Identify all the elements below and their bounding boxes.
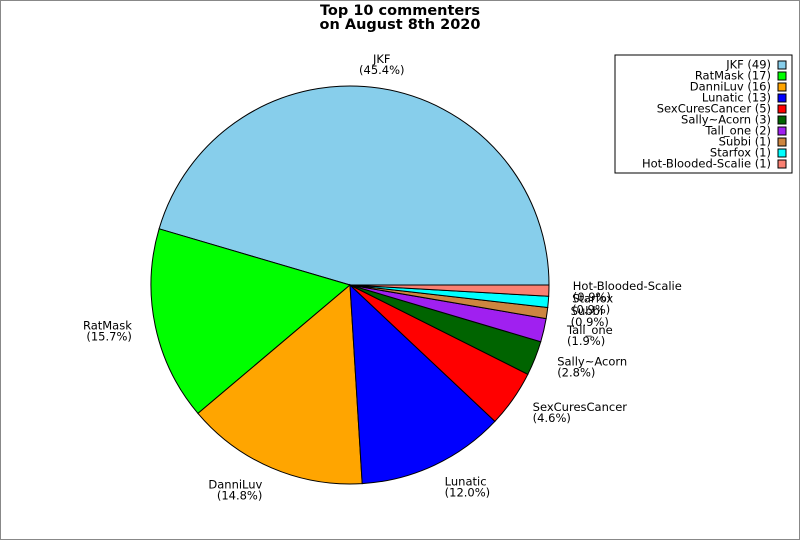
- slice-value-label: (0.9%): [573, 290, 611, 304]
- slice-value-label: (0.9%): [572, 302, 610, 316]
- legend-label: Lunatic (13): [702, 91, 771, 105]
- slice-label: RatMask: [83, 318, 132, 332]
- pie-slice: [150, 228, 352, 415]
- legend-swatch: [777, 115, 787, 125]
- legend-label: Tall_one (2): [704, 124, 771, 138]
- slice-value-label: (12.0%): [445, 485, 491, 499]
- slice-label: Lunatic: [445, 474, 487, 488]
- slice-value-label: (1.9%): [567, 334, 605, 348]
- slice-label: SexCuresCancer: [533, 400, 628, 414]
- slice-label: Hot-Blooded-Scalie: [573, 279, 682, 293]
- legend-swatch: [777, 137, 787, 147]
- legend-swatch: [777, 104, 787, 114]
- legend-swatch: [777, 159, 787, 169]
- legend-label: Hot-Blooded-Scalie (1): [642, 157, 771, 171]
- legend-label: Starfox (1): [710, 146, 771, 160]
- slice-value-label: (45.4%): [359, 63, 405, 77]
- legend-label: SexCuresCancer (5): [657, 102, 771, 116]
- legend-label: JKF (49): [725, 58, 771, 72]
- pie-slice: [197, 283, 363, 485]
- slice-value-label: (0.9%): [571, 315, 609, 329]
- slice-value-label: (14.8%): [217, 488, 263, 502]
- legend-label: Sally~Acorn (3): [681, 113, 771, 127]
- legend-swatch: [777, 126, 787, 136]
- legend-swatch: [777, 93, 787, 103]
- legend-swatch: [777, 148, 787, 158]
- pie-slice: [349, 283, 496, 485]
- slice-label: JKF: [372, 52, 391, 66]
- pie-slice: [349, 284, 550, 297]
- legend-label: Subbi (1): [719, 135, 771, 149]
- slice-label: Tall_one: [566, 323, 613, 337]
- legend-swatch: [777, 60, 787, 70]
- slice-label: Subbi: [571, 304, 603, 318]
- slice-value-label: (2.8%): [557, 366, 595, 380]
- pie-slice: [158, 85, 550, 286]
- slice-value-label: (15.7%): [86, 329, 132, 343]
- legend-box: [614, 54, 793, 174]
- slice-label: DanniLuv: [208, 477, 262, 491]
- slice-label: Sally~Acorn: [557, 355, 627, 369]
- legend-swatch: [777, 82, 787, 92]
- legend-label: DanniLuv (16): [690, 80, 771, 94]
- slice-value-label: (4.6%): [533, 411, 571, 425]
- chart-title: on August 8th 2020: [320, 17, 481, 33]
- chart-title: Top 10 commenters: [320, 3, 480, 19]
- legend-label: RatMask (17): [695, 69, 771, 83]
- legend-swatch: [777, 71, 787, 81]
- slice-label: Starfox: [572, 291, 613, 305]
